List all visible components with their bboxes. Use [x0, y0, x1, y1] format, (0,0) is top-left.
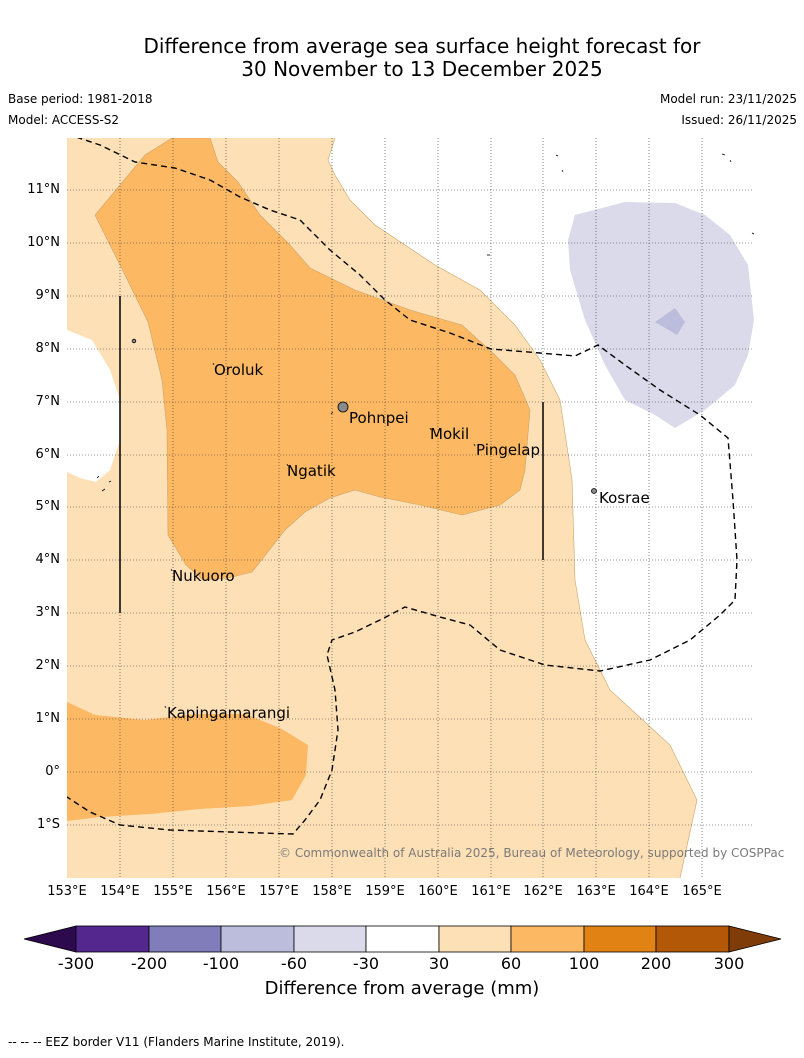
lon-tick: 157°E — [259, 884, 299, 899]
lon-tick: 159°E — [365, 884, 405, 899]
lat-tick: 6°N — [35, 447, 61, 462]
colorbar — [23, 925, 782, 953]
lat-tick: 1°N — [35, 711, 61, 726]
lat-tick: 2°N — [35, 658, 61, 673]
colorbar-label: 300 — [713, 954, 745, 973]
lat-tick: 3°N — [35, 605, 61, 620]
model-run: Model run: 23/11/2025 — [659, 92, 797, 106]
colorbar-bin-2 — [148, 925, 222, 953]
anomaly-60-100-main — [95, 138, 530, 580]
lon-tick: 162°E — [523, 884, 563, 899]
colorbar-bin-5 — [365, 925, 440, 953]
graticule — [67, 138, 754, 878]
lat-tick: 4°N — [35, 552, 61, 567]
lon-tick: 155°E — [153, 884, 193, 899]
colorbar-title: Difference from average (mm) — [264, 978, 540, 999]
lon-tick: 156°E — [206, 884, 246, 899]
place-label-oroluk: Oroluk — [214, 361, 264, 379]
lon-tick: 160°E — [418, 884, 458, 899]
colorbar-label: 30 — [428, 954, 450, 973]
colorbar-label: -300 — [57, 954, 95, 973]
colorbar-label: 100 — [568, 954, 600, 973]
place-label-ngatik: Ngatik — [287, 462, 336, 480]
lon-tick: 165°E — [682, 884, 722, 899]
lat-tick: 9°N — [35, 288, 61, 303]
lat-tick: 7°N — [35, 394, 61, 409]
colorbar-bin-8 — [583, 925, 657, 953]
place-label-pohnpei: Pohnpei — [349, 409, 409, 427]
copyright-note: © Commonwealth of Australia 2025, Bureau… — [279, 846, 785, 860]
colorbar-label: 60 — [500, 954, 522, 973]
place-label-mokil: Mokil — [430, 425, 470, 443]
place-label-nukuoro: Nukuoro — [172, 567, 235, 585]
lat-tick: 8°N — [35, 341, 61, 356]
anomaly-neutral-west — [67, 330, 120, 482]
lat-tick: 0° — [45, 764, 60, 779]
lat-tick: 5°N — [35, 499, 61, 514]
colorbar-label: -60 — [280, 954, 308, 973]
colorbar-label: -100 — [202, 954, 240, 973]
place-label-pingelap: Pingelap — [476, 441, 541, 459]
place-label-kosrae: Kosrae — [599, 489, 650, 507]
lon-tick: 154°E — [100, 884, 140, 899]
lon-tick: 164°E — [629, 884, 669, 899]
lat-tick: 10°N — [27, 235, 60, 250]
eez-border — [67, 138, 738, 835]
colorbar-bin-7 — [510, 925, 585, 953]
anomaly-negative-blob — [568, 202, 754, 428]
lat-tick: 1°S — [36, 817, 60, 832]
lat-tick: 11°N — [27, 182, 60, 197]
base-period: Base period: 1981-2018 — [8, 92, 153, 106]
colorbar-label: -30 — [352, 954, 380, 973]
lon-tick: 158°E — [312, 884, 352, 899]
lon-tick: 153°E — [47, 884, 87, 899]
anomaly-negative-core — [655, 308, 685, 335]
colorbar-bin-6 — [438, 925, 512, 953]
colorbar-bin-4 — [293, 925, 367, 953]
colorbar-label: 200 — [640, 954, 672, 973]
model-name: Model: ACCESS-S2 — [8, 113, 120, 127]
place-label-kapingamarangi: Kapingamarangi — [167, 704, 291, 722]
lon-tick: 161°E — [471, 884, 511, 899]
colorbar-bin-9 — [655, 925, 730, 953]
title-line-1: Difference from average sea surface heig… — [143, 34, 701, 58]
eez-legend-note: -- -- -- EEZ border V11 (Flanders Marine… — [8, 1035, 345, 1049]
colorbar-bin-1 — [75, 925, 150, 953]
colorbar-under — [23, 925, 77, 953]
colorbar-label: -200 — [130, 954, 168, 973]
issued-date: Issued: 26/11/2025 — [681, 113, 797, 127]
lon-tick: 163°E — [576, 884, 616, 899]
islands — [96, 153, 755, 709]
colorbar-over — [728, 925, 782, 953]
title-line-2: 30 November to 13 December 2025 — [241, 57, 603, 81]
anomaly-60-100-south — [67, 702, 308, 821]
colorbar-bin-3 — [220, 925, 295, 953]
